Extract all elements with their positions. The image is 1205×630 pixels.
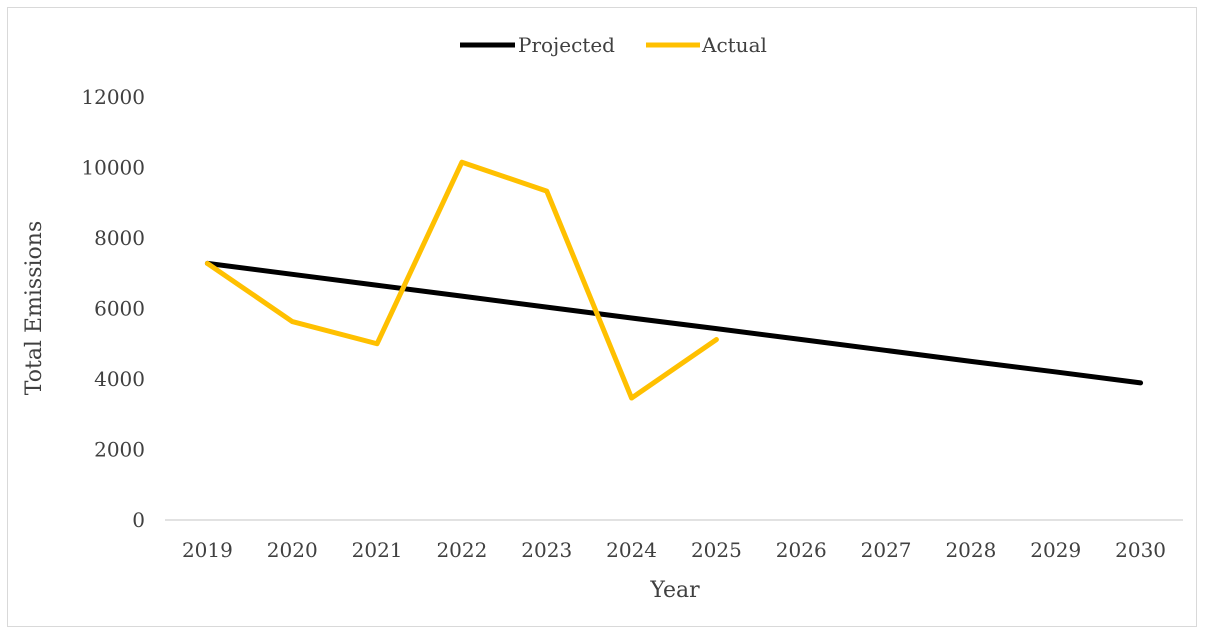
legend-label-projected: Projected	[518, 33, 615, 57]
series-layer	[204, 159, 1144, 401]
x-tick-label: 2023	[521, 538, 572, 562]
x-tick-label: 2030	[1115, 538, 1166, 562]
x-axis-tick-labels: 2019 2020 2021 2022 2023 2024 2025 2026 2027 2028…	[182, 538, 1166, 562]
y-tick-label: 10000	[81, 156, 145, 180]
y-tick-label: 4000	[94, 367, 145, 391]
chart-frame	[7, 7, 1197, 627]
y-axis-title: Total Emissions	[22, 221, 47, 395]
x-tick-label: 2022	[436, 538, 487, 562]
x-tick-label: 2021	[352, 538, 403, 562]
y-tick-label: 6000	[94, 297, 145, 321]
y-tick-label: 0	[132, 508, 145, 532]
x-tick-label: 2019	[182, 538, 233, 562]
legend: Projected Actual	[460, 33, 767, 57]
y-tick-label: 12000	[81, 85, 145, 109]
x-axis-title: Year	[649, 578, 700, 603]
x-tick-label: 2027	[861, 538, 912, 562]
y-axis-tick-labels: 0 2000 4000 6000 8000 10000 12000	[81, 85, 145, 532]
y-tick-label: 2000	[94, 438, 145, 462]
x-tick-label: 2029	[1030, 538, 1081, 562]
y-tick-label: 8000	[94, 226, 145, 250]
series-line-projected	[204, 260, 1144, 386]
x-tick-label: 2020	[267, 538, 318, 562]
x-tick-label: 2028	[945, 538, 996, 562]
legend-label-actual: Actual	[701, 33, 767, 57]
x-tick-label: 2026	[776, 538, 827, 562]
x-tick-label: 2024	[606, 538, 657, 562]
x-tick-label: 2025	[691, 538, 742, 562]
series-line-actual	[204, 159, 719, 401]
